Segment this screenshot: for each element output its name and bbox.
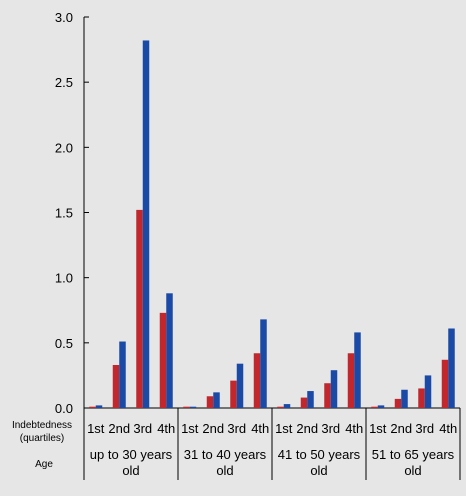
- bar-series2-51-to-65-years-old-3rd: [424, 375, 432, 408]
- quartile-label: 4th: [345, 421, 363, 436]
- y-tick-label: 3.0: [55, 10, 73, 25]
- row-label-quartiles: Indebtedness: [12, 420, 72, 431]
- bar-series1-31-to-40-years-old-3rd: [230, 380, 237, 408]
- bar-series2-51-to-65-years-old-2nd: [401, 389, 408, 408]
- quartile-label: 4th: [157, 421, 175, 436]
- quartile-label: 2nd: [390, 421, 412, 436]
- age-group-label-cont: old: [216, 463, 233, 478]
- bar-series1-51-to-65-years-old-2nd: [394, 398, 402, 408]
- bar-series2-up-to-30-years-old-3rd: [142, 40, 150, 409]
- bar-series1-41-to-50-years-old-2nd: [300, 397, 308, 408]
- quartile-label: 2nd: [202, 421, 224, 436]
- bar-series1-31-to-40-years-old-1st: [183, 406, 190, 408]
- age-group-label: 51 to 65 years: [372, 447, 455, 462]
- bar-series1-up-to-30-years-old-4th: [159, 312, 167, 408]
- quartile-label: 1st: [87, 421, 105, 436]
- bar-series1-up-to-30-years-old-1st: [89, 406, 96, 408]
- bar-series2-31-to-40-years-old-4th: [260, 319, 267, 408]
- bar-series2-41-to-50-years-old-1st: [283, 404, 291, 408]
- quartile-label: 3rd: [415, 421, 434, 436]
- quartile-label: 3rd: [227, 421, 246, 436]
- y-tick-label: 0.5: [55, 336, 73, 351]
- bar-series2-up-to-30-years-old-1st: [95, 405, 103, 408]
- age-group-label-cont: old: [310, 463, 327, 478]
- bar-series1-41-to-50-years-old-3rd: [324, 383, 331, 408]
- quartile-label: 4th: [439, 421, 457, 436]
- quartile-label: 3rd: [133, 421, 152, 436]
- bar-series2-31-to-40-years-old-2nd: [213, 392, 220, 408]
- quartile-label: 1st: [369, 421, 387, 436]
- quartile-label: 1st: [275, 421, 293, 436]
- bar-series2-31-to-40-years-old-1st: [189, 406, 197, 408]
- bar-series2-51-to-65-years-old-4th: [448, 328, 455, 408]
- bar-series2-51-to-65-years-old-1st: [377, 405, 385, 408]
- age-group-label: 41 to 50 years: [278, 447, 361, 462]
- bars: [89, 40, 455, 409]
- bar-series1-31-to-40-years-old-2nd: [206, 396, 214, 408]
- bar-series2-up-to-30-years-old-2nd: [119, 341, 126, 408]
- quartile-label: 2nd: [108, 421, 130, 436]
- bar-series1-41-to-50-years-old-4th: [347, 353, 355, 408]
- age-group-label: up to 30 years: [90, 447, 173, 462]
- bar-series1-up-to-30-years-old-3rd: [136, 209, 143, 408]
- bar-series2-41-to-50-years-old-2nd: [307, 391, 314, 408]
- y-tick-label: 2.0: [55, 140, 73, 155]
- age-group-label: 31 to 40 years: [184, 447, 267, 462]
- row-label-age: Age: [35, 459, 53, 470]
- quartile-label: 3rd: [321, 421, 340, 436]
- bar-series1-51-to-65-years-old-4th: [441, 359, 449, 408]
- bar-series1-41-to-50-years-old-1st: [277, 406, 284, 408]
- bar-series1-up-to-30-years-old-2nd: [112, 364, 120, 408]
- quartile-label: 1st: [181, 421, 199, 436]
- bar-series1-51-to-65-years-old-3rd: [418, 388, 425, 408]
- y-tick-label: 2.5: [55, 75, 73, 90]
- y-tick-label: 1.0: [55, 271, 73, 286]
- age-group-label-cont: old: [404, 463, 421, 478]
- y-tick-label: 1.5: [55, 206, 73, 221]
- row-label-quartiles-cont: (quartiles): [20, 433, 64, 444]
- bar-series2-41-to-50-years-old-4th: [354, 332, 361, 408]
- bar-series1-51-to-65-years-old-1st: [371, 406, 378, 408]
- quartile-label: 2nd: [296, 421, 318, 436]
- y-tick-label: 0.0: [55, 401, 73, 416]
- quartile-label: 4th: [251, 421, 269, 436]
- bar-series2-up-to-30-years-old-4th: [166, 293, 173, 408]
- bar-series2-31-to-40-years-old-3rd: [236, 363, 244, 408]
- age-group-label-cont: old: [122, 463, 139, 478]
- bar-series2-41-to-50-years-old-3rd: [330, 370, 338, 408]
- bar-series1-31-to-40-years-old-4th: [253, 353, 261, 408]
